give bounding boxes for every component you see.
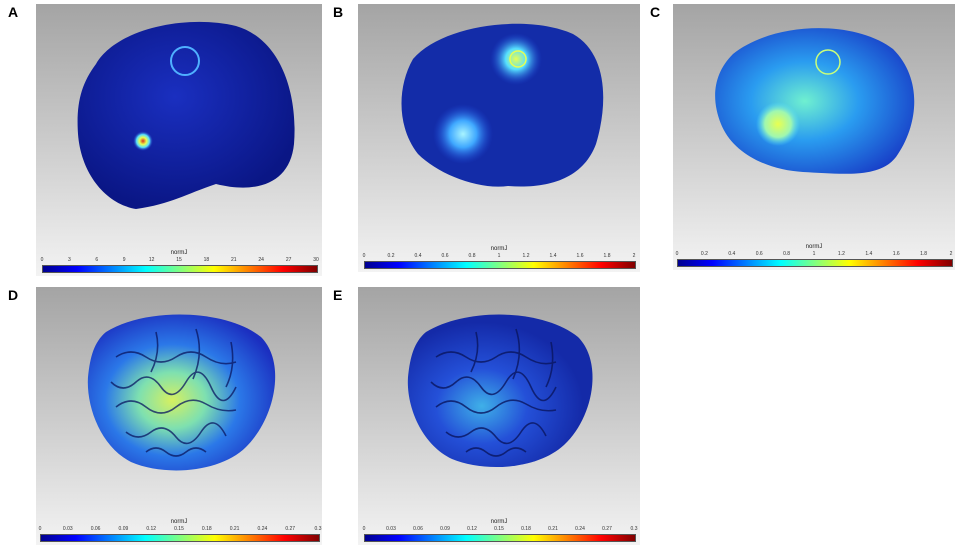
- colorbar-tick-label: 0.03: [386, 526, 396, 532]
- panel-a-head-model: normJ 0 3 6 9 12 15 18 21 24 27 30: [36, 4, 322, 276]
- colorbar-title-a: normJ: [170, 250, 188, 256]
- colorbar-tick-label: 1.6: [892, 251, 900, 257]
- colorbar-tick-label: 1.2: [522, 253, 530, 259]
- colorbar-tick-label: 0.4: [728, 251, 736, 257]
- colorbar-title-e: normJ: [490, 519, 508, 525]
- panel-label-c: C: [650, 4, 661, 20]
- colorbar-tick-label: 0.03: [62, 526, 73, 532]
- colorbar-tick-label: 0.27: [285, 526, 296, 532]
- panel-label-b: B: [333, 4, 344, 20]
- panel-label-d: D: [8, 287, 19, 303]
- colorbar-tick-label: 18: [203, 257, 210, 263]
- hotspot-b-lower: [433, 104, 493, 164]
- colorbar-ticks-c: 0 0.2 0.4 0.6 0.8 1 1.2 1.4 1.6 1.8 2: [675, 251, 953, 259]
- colorbar-tick-label: 6: [95, 257, 99, 263]
- colorbar-tick-label: 3: [68, 257, 71, 263]
- colorbar-d: [40, 534, 320, 542]
- colorbar-tick-label: 0.24: [575, 526, 585, 532]
- colorbar-tick-label: 27: [285, 257, 292, 263]
- colorbar-tick-label: 1: [812, 251, 816, 257]
- colorbar-tick-label: 0.21: [229, 526, 240, 532]
- cortex-surface-d: [87, 314, 276, 471]
- colorbar-c: [677, 259, 953, 267]
- colorbar-tick-label: 0.06: [413, 526, 423, 532]
- colorbar-tick-label: 0: [38, 526, 42, 532]
- colorbar-ticks-d: 0 0.03 0.06 0.09 0.12 0.15 0.18 0.21 0.24 0.27 0.3: [38, 526, 322, 534]
- head-surface-b: [401, 23, 604, 187]
- colorbar-tick-label: 21: [231, 257, 237, 263]
- colorbar-tick-label: 0.18: [521, 526, 531, 532]
- head-surface-c: [715, 28, 915, 174]
- colorbar-tick-label: 0.8: [468, 253, 476, 259]
- colorbar-tick-label: 0: [675, 251, 679, 257]
- hotspot-b-upper: [490, 33, 542, 85]
- colorbar-tick-label: 0.6: [755, 251, 763, 257]
- colorbar-tick-label: 1.4: [865, 251, 873, 257]
- colorbar-tick-label: 0.09: [440, 526, 450, 532]
- colorbar-tick-label: 0.2: [387, 253, 395, 259]
- colorbar-tick-label: 30: [313, 257, 319, 263]
- colorbar-tick-label: 0.3: [314, 526, 322, 532]
- colorbar-tick-label: 0.06: [90, 526, 101, 532]
- hotspot-c: [756, 102, 800, 146]
- hotspot-a: [133, 131, 153, 151]
- colorbar-tick-label: 1.2: [837, 251, 845, 257]
- colorbar-e: [364, 534, 636, 542]
- panel-c-head-model: normJ 0 0.2 0.4 0.6 0.8 1 1.2 1.4 1.6 1.8 2: [673, 4, 955, 270]
- colorbar-tick-label: 0.15: [174, 526, 184, 532]
- panel-b-head-model: normJ 0 0.2 0.4 0.6 0.8 1 1.2 1.4 1.6 1.8 2: [358, 4, 640, 272]
- colorbar-tick-label: 24: [258, 257, 264, 263]
- colorbar-tick-label: 0.21: [548, 526, 558, 532]
- colorbar-tick-label: 1: [497, 253, 501, 259]
- colorbar-tick-label: 0.27: [602, 526, 612, 532]
- colorbar-tick-label: 0: [362, 253, 366, 259]
- colorbar-tick-label: 0.09: [118, 526, 129, 532]
- colorbar-tick-label: 12: [148, 257, 155, 263]
- colorbar-title-d: normJ: [170, 519, 188, 525]
- colorbar-tick-label: 1.4: [549, 253, 557, 259]
- sulci-pattern-e: [430, 328, 557, 457]
- panel-d-cortex-model: normJ 0 0.03 0.06 0.09 0.12 0.15 0.18 0.21 0.24 0…: [36, 287, 322, 545]
- colorbar-b: [364, 261, 636, 269]
- colorbar-tick-label: 0: [40, 257, 44, 263]
- colorbar-tick-label: 1.6: [576, 253, 584, 259]
- panel-label-a: A: [8, 4, 19, 20]
- colorbar-tick-label: 1.8: [603, 253, 611, 259]
- cortex-surface-e: [407, 314, 593, 468]
- colorbar-tick-label: 0.6: [441, 253, 449, 259]
- colorbar-tick-label: 0.12: [467, 526, 477, 532]
- panel-e-cortex-model: normJ 0 0.03 0.06 0.09 0.12 0.15 0.18 0.21 0.24 0…: [358, 287, 640, 545]
- colorbar-title-c: normJ: [805, 244, 823, 250]
- colorbar-tick-label: 0.18: [201, 526, 212, 532]
- colorbar-ticks-e: 0 0.03 0.06 0.09 0.12 0.15 0.18 0.21 0.24 0.27 0.3: [362, 526, 638, 534]
- colorbar-tick-label: 0.8: [783, 251, 791, 257]
- colorbar-title-b: normJ: [490, 246, 508, 252]
- head-surface-a: [77, 21, 295, 209]
- colorbar-tick-label: 1.8: [920, 251, 928, 257]
- colorbar-a: [42, 265, 318, 273]
- colorbar-tick-label: 9: [122, 257, 126, 263]
- colorbar-ticks-a: 0 3 6 9 12 15 18 21 24 27 30: [40, 257, 319, 265]
- colorbar-tick-label: 0.12: [146, 526, 157, 532]
- colorbar-tick-label: 0.3: [630, 526, 638, 532]
- colorbar-tick-label: 0.4: [414, 253, 422, 259]
- ring-marker-a: [170, 46, 200, 76]
- panel-label-e: E: [333, 287, 343, 303]
- colorbar-tick-label: 0.24: [257, 526, 268, 532]
- colorbar-tick-label: 0.15: [494, 526, 504, 532]
- colorbar-tick-label: 15: [176, 257, 182, 263]
- colorbar-tick-label: 2: [949, 251, 953, 257]
- colorbar-tick-label: 0.2: [700, 251, 708, 257]
- sulci-pattern-d: [110, 328, 237, 457]
- colorbar-tick-label: 0: [362, 526, 366, 532]
- colorbar-ticks-b: 0 0.2 0.4 0.6 0.8 1 1.2 1.4 1.6 1.8 2: [362, 253, 636, 261]
- colorbar-tick-label: 2: [632, 253, 636, 259]
